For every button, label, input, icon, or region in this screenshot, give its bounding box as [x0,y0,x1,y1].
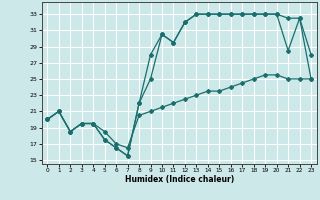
X-axis label: Humidex (Indice chaleur): Humidex (Indice chaleur) [124,175,234,184]
